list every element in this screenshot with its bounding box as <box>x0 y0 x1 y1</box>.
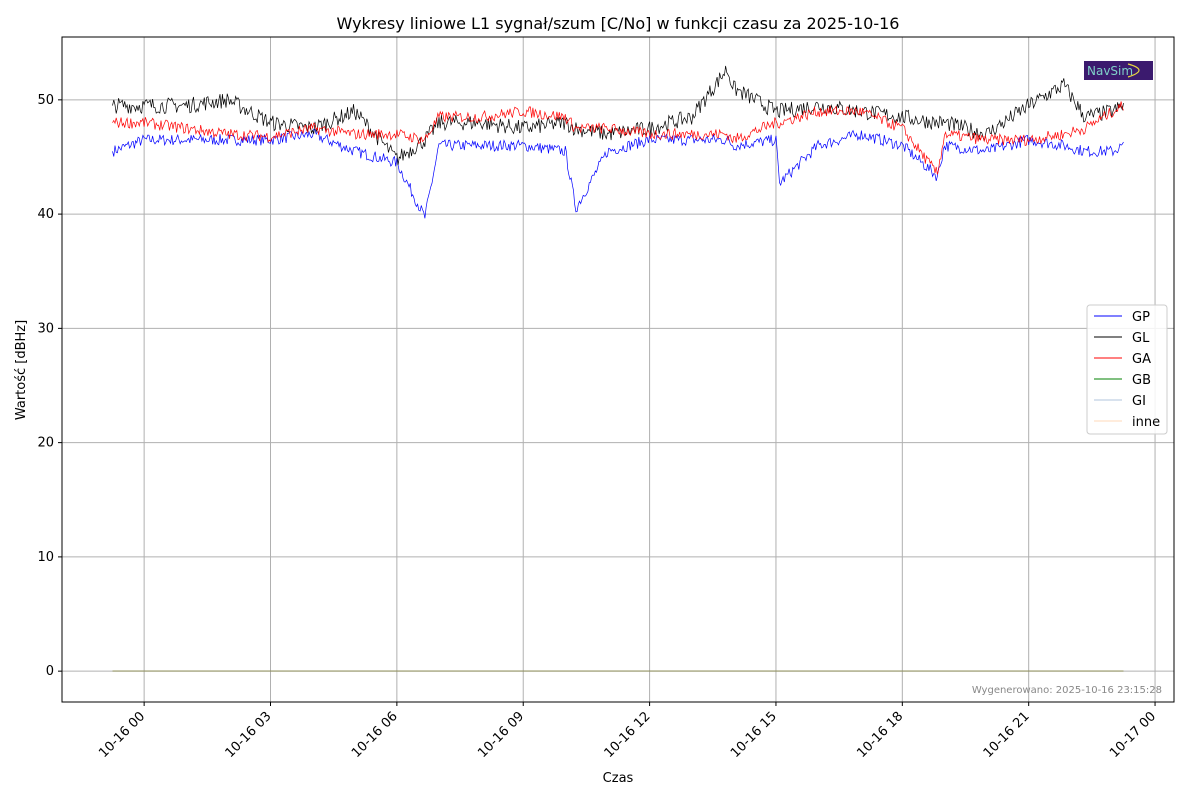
series-line-ga <box>112 101 1124 175</box>
y-tick-label: 20 <box>37 436 54 451</box>
y-tick-label: 10 <box>37 550 54 565</box>
x-tick-label: 10-16 06 <box>349 709 401 761</box>
x-tick-label: 10-16 21 <box>981 709 1033 761</box>
x-tick-label: 10-16 18 <box>854 709 906 761</box>
y-tick-label: 30 <box>37 321 54 336</box>
x-axis-label: Czas <box>603 771 634 786</box>
legend-label: inne <box>1132 415 1160 430</box>
x-axis: 10-16 00 10-16 03 10-16 06 10-16 09 10-16 12… <box>96 702 1159 761</box>
y-tick-label: 0 <box>46 664 54 679</box>
y-axis-label: Wartość [dBHz] <box>14 320 29 420</box>
y-tick-label: 50 <box>37 93 54 108</box>
navsim-logo: NavSim <box>1084 61 1153 80</box>
grid <box>62 37 1174 702</box>
x-tick-label: 10-16 00 <box>96 709 148 761</box>
y-axis: 0 10 20 30 40 50 <box>37 93 62 679</box>
x-tick-label: 10-16 09 <box>475 709 527 761</box>
legend-label: GL <box>1132 331 1150 346</box>
plot-frame <box>61 36 1175 703</box>
x-tick-label: 10-16 03 <box>223 709 275 761</box>
series-line-gp <box>112 128 1124 219</box>
chart-title: Wykresy liniowe L1 sygnał/szum [C/No] w … <box>337 14 900 33</box>
legend-label: GA <box>1132 352 1151 367</box>
series-lines <box>112 65 1124 672</box>
legend: GP GL GA GB GI inne <box>1086 304 1168 435</box>
legend-label: GB <box>1132 373 1151 388</box>
x-tick-label: 10-16 15 <box>728 709 780 761</box>
x-tick-label: 10-16 12 <box>602 709 654 761</box>
y-tick-label: 40 <box>37 207 54 222</box>
series-line-gl <box>112 65 1124 165</box>
x-tick-label: 10-17 00 <box>1107 709 1159 761</box>
legend-label: GP <box>1132 310 1150 325</box>
generated-timestamp: Wygenerowano: 2025-10-16 23:15:28 <box>972 685 1162 696</box>
legend-label: GI <box>1132 394 1146 409</box>
svg-text:NavSim: NavSim <box>1087 64 1133 78</box>
